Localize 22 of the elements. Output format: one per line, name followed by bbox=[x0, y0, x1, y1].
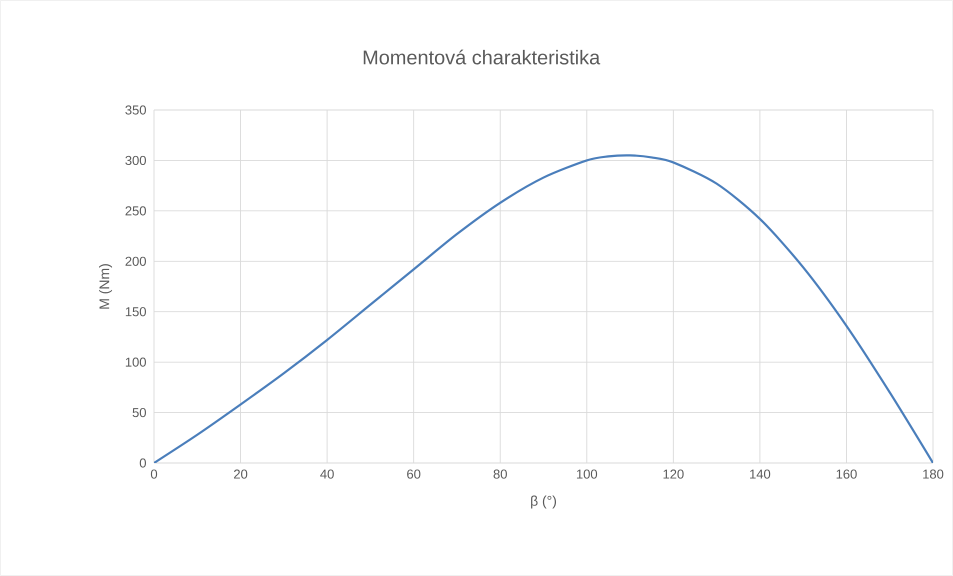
y-axis-title: M (Nm) bbox=[99, 264, 112, 309]
y-tick-label: 350 bbox=[125, 105, 146, 115]
x-tick-label: 20 bbox=[234, 470, 248, 479]
line-series bbox=[154, 154, 934, 463]
chart-title: Momentová charakteristika bbox=[364, 50, 600, 64]
x-tick-label: 100 bbox=[576, 470, 598, 479]
y-tick-label: 100 bbox=[126, 358, 146, 367]
y-tick-label: 200 bbox=[126, 256, 146, 266]
x-tick-label: 180 bbox=[923, 470, 944, 479]
x-tick-label: 140 bbox=[750, 470, 770, 479]
x-tick-label: 60 bbox=[407, 470, 420, 479]
y-tick-label: 250 bbox=[126, 206, 146, 216]
y-tick-label: 50 bbox=[132, 408, 146, 418]
x-axis-title: β (°) bbox=[531, 496, 556, 509]
x-tick-label: 0 bbox=[150, 470, 158, 479]
y-tick-label: 150 bbox=[126, 307, 146, 316]
x-tick-label: 160 bbox=[836, 470, 857, 479]
y-tick-label: 0 bbox=[140, 458, 146, 468]
x-tick-label: 80 bbox=[494, 470, 507, 479]
x-tick-label: 40 bbox=[320, 470, 334, 479]
x-tick-label: 120 bbox=[664, 470, 684, 479]
y-tick-label: 300 bbox=[125, 156, 146, 166]
